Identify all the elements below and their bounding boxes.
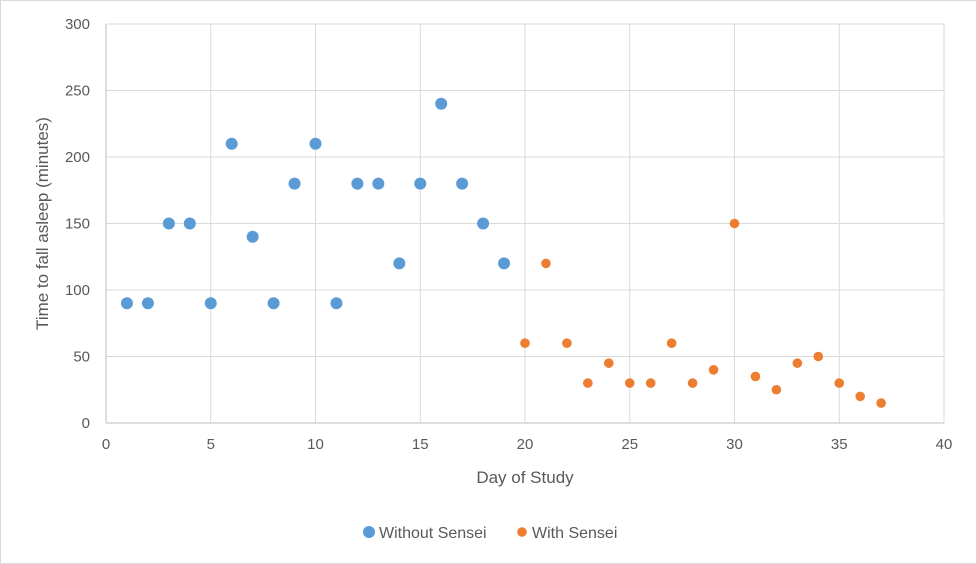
legend: Without Sensei With Sensei xyxy=(363,525,617,542)
data-point-without-sensei xyxy=(246,230,259,243)
data-point-with-sensei xyxy=(583,378,593,388)
gridlines xyxy=(106,23,945,423)
data-point-without-sensei xyxy=(141,297,154,310)
data-points xyxy=(120,97,886,408)
data-point-with-sensei xyxy=(855,391,865,402)
data-point-with-sensei xyxy=(666,338,677,349)
data-point-with-sensei xyxy=(520,338,530,349)
y-tick-label: 150 xyxy=(65,216,90,233)
x-tick-label: 35 xyxy=(831,436,848,453)
data-point-without-sensei xyxy=(498,257,511,270)
x-tick-label: 40 xyxy=(936,436,953,453)
y-tick-label: 100 xyxy=(65,282,90,299)
data-point-without-sensei xyxy=(435,97,448,110)
data-point-without-sensei xyxy=(204,297,217,310)
data-point-without-sensei xyxy=(288,177,301,190)
data-point-with-sensei xyxy=(562,338,572,349)
data-point-with-sensei xyxy=(729,218,740,229)
x-tick-label: 10 xyxy=(307,436,324,453)
legend-marker xyxy=(363,526,375,538)
data-point-with-sensei xyxy=(876,398,886,408)
data-point-without-sensei xyxy=(456,177,469,190)
y-tick-label: 300 xyxy=(65,16,90,33)
data-point-without-sensei xyxy=(120,297,133,310)
data-point-with-sensei xyxy=(813,351,824,362)
data-point-without-sensei xyxy=(225,137,238,150)
data-point-with-sensei xyxy=(624,378,635,388)
data-point-with-sensei xyxy=(708,365,719,375)
x-tick-label: 30 xyxy=(726,436,743,453)
data-point-with-sensei xyxy=(834,378,845,388)
y-tick-label: 250 xyxy=(65,83,90,100)
data-point-without-sensei xyxy=(351,177,364,190)
y-tick-label: 0 xyxy=(82,415,90,432)
data-point-with-sensei xyxy=(750,371,761,382)
data-point-with-sensei xyxy=(792,358,803,368)
data-point-with-sensei xyxy=(771,384,782,395)
data-point-without-sensei xyxy=(183,217,196,230)
data-point-without-sensei xyxy=(477,217,490,230)
x-tick-label: 0 xyxy=(102,436,110,453)
data-point-without-sensei xyxy=(162,217,175,230)
data-point-without-sensei xyxy=(393,257,406,270)
data-point-with-sensei xyxy=(604,358,614,368)
x-tick-label: 15 xyxy=(412,436,429,453)
tick-labels: 0 5 10 15 20 25 30 35 40 0 50 100 150 200 250 300 xyxy=(65,16,952,453)
x-tick-label: 5 xyxy=(207,436,215,453)
data-point-without-sensei xyxy=(309,137,322,150)
legend-label: Without Sensei xyxy=(379,525,487,542)
x-axis-title: Day of Study xyxy=(476,468,574,487)
y-tick-label: 50 xyxy=(73,349,90,366)
data-point-with-sensei xyxy=(645,378,656,388)
x-tick-label: 20 xyxy=(517,436,534,453)
x-tick-label: 25 xyxy=(621,436,638,453)
data-point-without-sensei xyxy=(414,177,427,190)
legend-marker xyxy=(517,527,527,537)
legend-label: With Sensei xyxy=(532,525,617,542)
axes xyxy=(105,24,944,424)
data-point-without-sensei xyxy=(267,297,280,310)
data-point-without-sensei xyxy=(372,177,385,190)
data-point-with-sensei xyxy=(687,378,698,388)
y-axis-title: Time to fall asleep (minutes) xyxy=(33,117,52,330)
y-tick-label: 200 xyxy=(65,149,90,166)
data-point-with-sensei xyxy=(541,258,551,269)
data-point-without-sensei xyxy=(330,297,343,310)
